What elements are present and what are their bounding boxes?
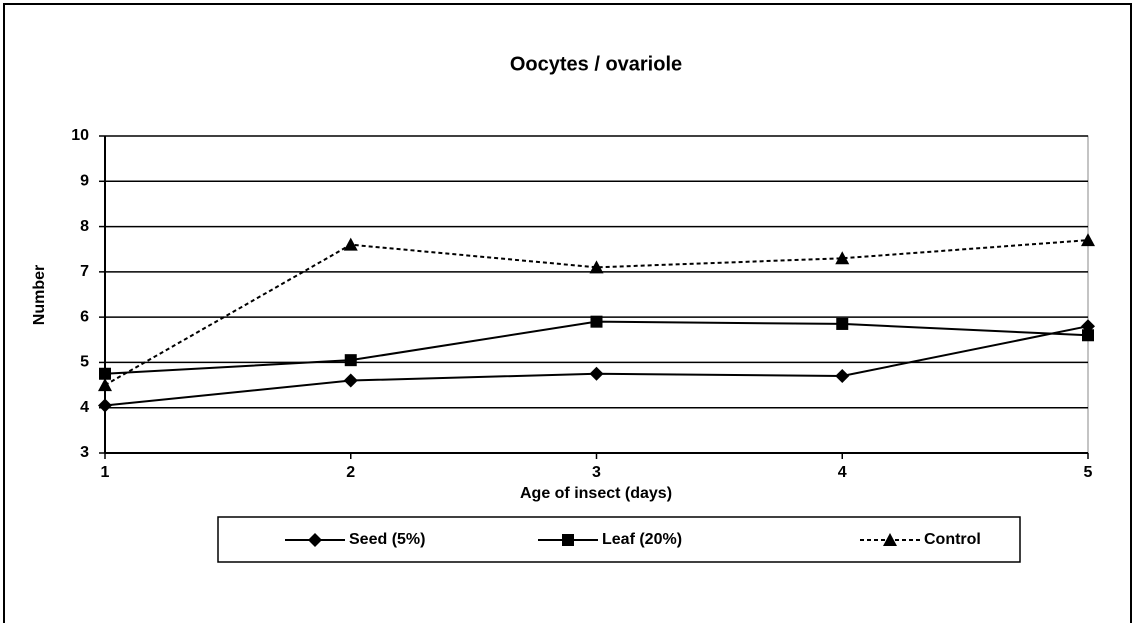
- marker: [1082, 329, 1094, 342]
- legend-label: Leaf (20%): [602, 531, 682, 548]
- plot-area: [104, 135, 1089, 454]
- y-tick-label: 9: [80, 173, 89, 190]
- x-tick-label: 1: [101, 464, 110, 481]
- marker: [883, 533, 897, 546]
- marker: [98, 398, 112, 413]
- legend-label: Control: [924, 531, 981, 548]
- y-tick-label: 10: [71, 127, 89, 144]
- marker: [835, 369, 850, 384]
- marker: [590, 315, 603, 328]
- legend-label: Seed (5%): [349, 531, 425, 548]
- x-axis-label: Age of insect (days): [520, 485, 672, 502]
- y-axis-label: Number: [31, 265, 48, 325]
- marker: [343, 373, 358, 388]
- series-line: [104, 239, 1089, 386]
- y-tick-label: 7: [80, 263, 89, 280]
- marker: [99, 367, 111, 380]
- marker: [98, 378, 112, 392]
- y-tick-label: 4: [80, 399, 89, 416]
- x-tick-label: 5: [1084, 464, 1093, 481]
- marker: [836, 317, 849, 330]
- y-tick-label: 8: [80, 218, 89, 235]
- legend-box: [217, 516, 1021, 563]
- marker: [589, 260, 604, 274]
- y-tick-label: 3: [80, 444, 89, 461]
- marker: [343, 237, 358, 251]
- marker: [308, 533, 322, 547]
- marker: [1081, 233, 1095, 247]
- x-tick-label: 4: [838, 464, 847, 481]
- x-tick-label: 2: [346, 464, 355, 481]
- chart-title: Oocytes / ovariole: [510, 53, 682, 75]
- marker: [589, 366, 604, 381]
- y-tick-label: 5: [80, 354, 89, 371]
- marker: [835, 251, 850, 265]
- marker: [562, 534, 574, 546]
- x-tick-label: 3: [592, 464, 601, 481]
- y-tick-label: 6: [80, 308, 89, 325]
- marker: [344, 354, 357, 367]
